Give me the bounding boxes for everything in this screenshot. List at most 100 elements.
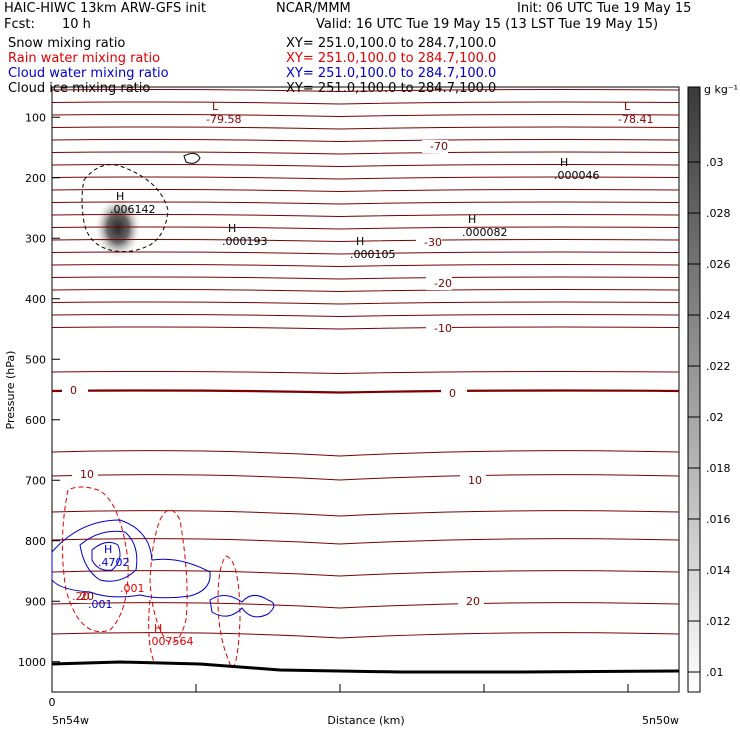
isotherm-20 xyxy=(51,371,680,375)
y-tick-label-0: 100 xyxy=(25,111,46,124)
x-axis-label: Distance (km) xyxy=(327,714,404,727)
temp-label-9: 20 xyxy=(466,595,480,608)
legend-xy-2: XY= 251.0,100.0 to 284.7,100.0 xyxy=(286,66,496,81)
isotherm-9 xyxy=(51,201,680,205)
isotherm-18 xyxy=(51,314,680,318)
extremum-value-3: .006142 xyxy=(110,203,156,216)
init-time: Init: 06 UTC Tue 19 May 15 xyxy=(517,1,691,16)
legend-label-0: Snow mixing ratio xyxy=(8,36,125,51)
extremum-kind-5: H xyxy=(228,222,236,235)
rain-label-1: .20 xyxy=(72,590,90,603)
small-contour xyxy=(183,152,201,164)
legend-xy-0: XY= 251.0,100.0 to 284.7,100.0 xyxy=(286,36,496,51)
isotherm-17 xyxy=(51,301,680,305)
extremum-value-8: .007564 xyxy=(148,635,194,648)
extremum-value-7: .4702 xyxy=(98,556,130,569)
isotherm-13 xyxy=(51,251,680,255)
rain-contours xyxy=(61,486,241,669)
legend: Snow mixing ratio XY= 251.0,100.0 to 284.… xyxy=(8,36,496,96)
isotherm-24 xyxy=(51,510,680,517)
isotherm-11 xyxy=(51,226,680,230)
plot-frame xyxy=(51,86,680,693)
isotherm-25 xyxy=(51,538,680,545)
temp-label-1: -30 xyxy=(424,236,442,249)
extremum-value-2: .000046 xyxy=(554,169,600,182)
legend-label-3: Cloud ice mixing ratio xyxy=(8,81,150,96)
y-axis: 100 200 300 400 500 600 700 800 900 1000 xyxy=(18,111,60,669)
institution: NCAR/MMM xyxy=(276,1,351,16)
isotherm-4 xyxy=(51,139,680,143)
y-tick-label-1: 200 xyxy=(25,172,46,185)
legend-label-1: Rain water mixing ratio xyxy=(8,51,160,66)
cloud-water-label-0: .001 xyxy=(88,598,113,611)
colorbar-label-2: .014 xyxy=(706,564,731,577)
temp-label-2: -20 xyxy=(434,277,452,290)
x-axis xyxy=(51,684,629,692)
y-tick-label-3: 400 xyxy=(25,293,46,306)
y-tick-label-8: 900 xyxy=(25,595,46,608)
extremum-kind-8: H xyxy=(154,622,162,635)
y-tick-label-7: 800 xyxy=(25,535,46,548)
y-tick-label-2: 300 xyxy=(25,232,46,245)
temp-label-6: 10 xyxy=(80,468,94,481)
y-tick-label-9: 1000 xyxy=(18,656,46,669)
isotherm-26 xyxy=(51,570,680,577)
extrema-labels: L-79.58L-78.41H.000046H.006142H.000082H.… xyxy=(72,100,653,648)
y-tick-label-4: 500 xyxy=(25,353,46,366)
isotherm-2 xyxy=(51,114,680,118)
temp-label-bg-3 xyxy=(426,322,452,335)
isotherm-0 xyxy=(51,89,680,93)
legend-xy-1: XY= 251.0,100.0 to 284.7,100.0 xyxy=(286,51,496,66)
isotherm-21 xyxy=(51,389,680,394)
colorbar-label-6: .022 xyxy=(706,360,731,373)
rain-label-0: .001 xyxy=(120,582,145,595)
temp-label-0: -70 xyxy=(430,140,448,153)
temp-label-3: -10 xyxy=(434,322,452,335)
temp-label-bg-7 xyxy=(460,474,486,487)
terrain-line xyxy=(51,660,680,674)
extremum-kind-4: H xyxy=(468,213,476,226)
snow-contour xyxy=(81,164,169,253)
extremum-value-4: .000082 xyxy=(462,226,508,239)
temp-label-bg-4 xyxy=(62,384,88,397)
isotherm-7 xyxy=(51,176,680,180)
colorbar-label-5: .02 xyxy=(706,411,724,424)
isotherm-15 xyxy=(51,276,680,280)
extremum-kind-6: H xyxy=(356,235,364,248)
extremum-kind-0: L xyxy=(212,100,219,113)
extremum-kind-3: H xyxy=(116,190,124,203)
isotherm-27 xyxy=(51,602,680,609)
isotherm-6 xyxy=(51,164,680,168)
isotherm-28 xyxy=(51,632,680,639)
temp-label-bg-8 xyxy=(72,590,98,603)
isotherm-16 xyxy=(51,289,680,293)
extremum-kind-2: H xyxy=(560,156,568,169)
colorbar-label-8: .026 xyxy=(706,258,731,271)
y-tick-label-6: 700 xyxy=(25,474,46,487)
legend-xy-3: XY= 251.0,100.0 to 284.7,100.0 xyxy=(286,81,496,96)
isotherm-19 xyxy=(51,326,680,330)
extremum-value-0: -79.58 xyxy=(206,113,241,126)
legend-label-2: Cloud water mixing ratio xyxy=(8,66,169,81)
colorbar-label-1: .012 xyxy=(706,615,731,628)
snow-shading xyxy=(94,196,142,260)
isotherm-12 xyxy=(51,239,680,243)
isotherm-14 xyxy=(51,264,680,268)
extremum-value-1: -78.41 xyxy=(618,113,653,126)
temp-label-7: 10 xyxy=(468,474,482,487)
colorbar-label-9: .028 xyxy=(706,207,731,220)
temp-label-bg-0 xyxy=(422,140,448,153)
y-tick-label-5: 600 xyxy=(25,414,46,427)
isotherms: -70 -30 -20 -10 0 0 10 10 20 20 xyxy=(51,89,680,639)
extremum-kind-1: L xyxy=(624,100,631,113)
temp-label-4: 0 xyxy=(70,384,77,397)
temp-label-5: 0 xyxy=(449,387,456,400)
isotherm-3 xyxy=(51,126,680,130)
isotherm-22 xyxy=(51,450,680,457)
colorbar-label-7: .024 xyxy=(706,309,731,322)
colorbar xyxy=(687,86,701,693)
temp-label-bg-2 xyxy=(426,277,452,290)
isotherm-1 xyxy=(51,101,680,105)
colorbar-ticks: .01 .012 .014 .016 .018 .02 .022 .024 .026 .028 .0… xyxy=(688,156,731,679)
